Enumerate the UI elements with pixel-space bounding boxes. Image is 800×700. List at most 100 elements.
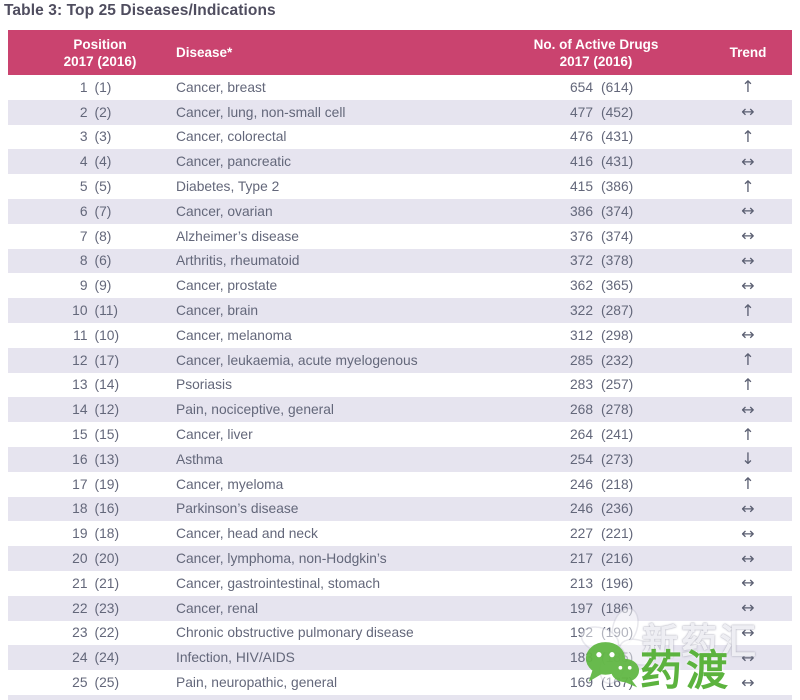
disease-cell: Pain, neuropathic, general	[176, 675, 338, 691]
trend-cell: ↓	[696, 451, 792, 467]
position-cell: 10 (11)	[8, 303, 168, 318]
table-row: 20 (20) Cancer, lymphoma, non-Hodgkin’s …	[8, 546, 792, 571]
position-2016: (1)	[94, 79, 112, 95]
drugs-2016: (374)	[601, 228, 634, 244]
table-row: 22 (23) Cancer, renal 197 (186) ↔	[8, 595, 792, 621]
disease-cell: Cancer, gastrointestinal, stomach	[176, 575, 380, 591]
active-drugs-cell: 372 (378)	[496, 253, 696, 268]
drugs-2017: 415	[569, 179, 593, 195]
table-row: 19 (18) Cancer, head and neck 227 (221) …	[8, 521, 792, 547]
same-trend-arrow-icon: ↔	[741, 102, 755, 122]
position-cell: 6 (7)	[8, 204, 168, 219]
disease-cell: Cancer, colorectal	[176, 129, 287, 145]
position-cell: 13 (14)	[8, 377, 168, 392]
drugs-2016: (196)	[601, 575, 634, 591]
drugs-2017: 192	[569, 625, 593, 641]
disease-cell: Cancer, renal	[176, 600, 259, 616]
trend-cell: ↔	[696, 250, 792, 270]
table-row: 1 (1) Cancer, breast 654 (614) ↑	[8, 75, 792, 100]
trend-cell: ↔	[696, 153, 792, 170]
position-2017: 6	[79, 203, 88, 219]
position-2016: (25)	[94, 675, 120, 691]
position-cell: 11 (10)	[8, 328, 168, 343]
position-2016: (5)	[94, 179, 112, 195]
disease-cell: Chronic obstructive pulmonary disease	[176, 625, 414, 641]
position-2017: 15	[72, 427, 88, 443]
disease-cell: Cancer, lung, non-small cell	[176, 104, 346, 120]
drugs-2017: 312	[569, 327, 593, 343]
position-2017: 21	[72, 575, 88, 591]
position-cell: 25 (25)	[8, 675, 168, 690]
same-trend-arrow-icon: ↔	[741, 250, 755, 270]
drugs-2017: 183	[569, 650, 593, 666]
trend-cell: ↔	[696, 104, 792, 120]
active-drugs-cell: 285 (232)	[496, 353, 696, 368]
position-2017: 18	[72, 501, 88, 517]
position-2016: (6)	[94, 253, 112, 269]
active-drugs-cell: 415 (386)	[496, 179, 696, 194]
table-row: 7 (8) Alzheimer’s disease 376 (374) ↔	[8, 223, 792, 249]
up-trend-arrow-icon: ↑	[741, 350, 755, 370]
position-2016: (19)	[94, 476, 120, 492]
active-drugs-cell: 654 (614)	[496, 80, 696, 95]
position-cell: 20 (20)	[8, 551, 168, 566]
drugs-2016: (257)	[601, 377, 634, 393]
active-drugs-cell: 386 (374)	[496, 204, 696, 219]
drugs-2017: 169	[569, 675, 593, 691]
trend-cell: ↑	[696, 128, 792, 145]
disease-cell: Arthritis, rheumatoid	[176, 253, 300, 269]
up-trend-arrow-icon: ↑	[741, 474, 755, 494]
table-row: 13 (14) Psoriasis 283 (257) ↑	[8, 372, 792, 398]
trend-cell: ↔	[696, 203, 792, 219]
table-row: 11 (10) Cancer, melanoma 312 (298) ↔	[8, 322, 792, 348]
table-row: 14 (12) Pain, nociceptive, general 268 (…	[8, 397, 792, 423]
table-row: 25 (25) Pain, neuropathic, general 169 (…	[8, 670, 792, 695]
drugs-2016: (236)	[601, 501, 634, 517]
drugs-2017: 416	[569, 154, 593, 170]
position-2017: 16	[72, 451, 88, 467]
trend-cell: ↑	[696, 79, 792, 95]
position-2016: (7)	[94, 203, 112, 219]
position-cell: 7 (8)	[8, 229, 168, 244]
position-2016: (14)	[94, 377, 120, 393]
table-row: 24 (24) Infection, HIV/AIDS 183 (185) ↔	[8, 645, 792, 671]
active-drugs-cell: 192 (190)	[496, 625, 696, 640]
active-drugs-cell: 246 (218)	[496, 477, 696, 492]
same-trend-arrow-icon: ↔	[741, 325, 755, 345]
position-2017: 12	[72, 352, 88, 368]
drugs-2016: (374)	[601, 203, 634, 219]
position-2016: (10)	[94, 327, 120, 343]
trend-cell: ↔	[696, 674, 792, 691]
diseases-table: Position 2017 (2016) Disease* No. of Act…	[8, 30, 792, 700]
position-2016: (13)	[94, 451, 120, 467]
same-trend-arrow-icon: ↔	[741, 498, 755, 518]
drugs-2016: (386)	[601, 179, 634, 195]
position-2017: 17	[72, 476, 88, 492]
same-trend-arrow-icon: ↔	[741, 523, 755, 543]
page-title: Table 3: Top 25 Diseases/Indications	[4, 2, 276, 19]
drugs-2016: (216)	[601, 551, 634, 567]
trend-cell: ↑	[696, 302, 792, 319]
position-2016: (3)	[94, 129, 112, 145]
same-trend-arrow-icon: ↔	[741, 399, 755, 419]
drugs-2016: (185)	[601, 650, 634, 666]
drugs-2017: 376	[569, 228, 593, 244]
drugs-2016: (614)	[601, 79, 634, 95]
up-trend-arrow-icon: ↑	[741, 77, 755, 97]
position-cell: 15 (15)	[8, 427, 168, 442]
active-drugs-cell: 246 (236)	[496, 501, 696, 516]
header-active-drugs: No. of Active Drugs 2017 (2016)	[496, 36, 696, 70]
position-2016: (21)	[94, 575, 120, 591]
same-trend-arrow-icon: ↔	[741, 548, 755, 568]
position-2017: 2	[79, 104, 88, 120]
position-2017: 9	[79, 278, 88, 294]
table-row: 17 (19) Cancer, myeloma 246 (218) ↑	[8, 471, 792, 497]
position-2016: (11)	[94, 303, 119, 319]
position-cell: 8 (6)	[8, 253, 168, 268]
disease-cell: Cancer, melanoma	[176, 327, 292, 343]
drugs-2016: (287)	[601, 303, 634, 319]
drugs-2017: 477	[569, 104, 593, 120]
table-row: 6 (7) Cancer, ovarian 386 (374) ↔	[8, 198, 792, 224]
position-2016: (16)	[94, 501, 120, 517]
position-2016: (20)	[94, 551, 120, 567]
